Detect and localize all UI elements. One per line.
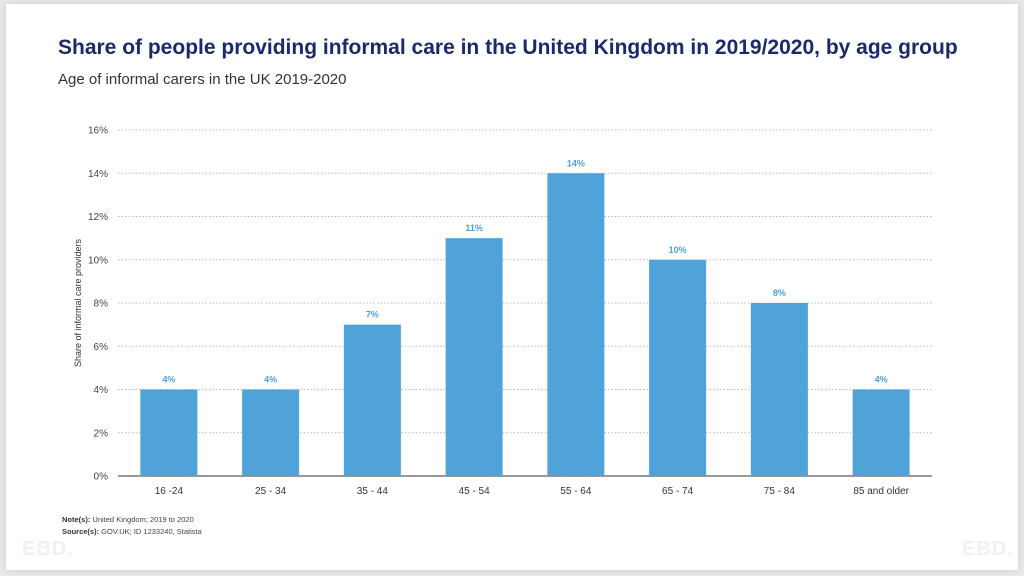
bar [343, 324, 401, 476]
x-tick-label: 25 - 34 [255, 486, 287, 497]
y-tick-label: 2% [94, 428, 109, 439]
source-label: Source(s): [62, 527, 100, 536]
y-tick-label: 16% [88, 126, 108, 137]
bar [750, 303, 808, 476]
chart-subtitle: Age of informal carers in the UK 2019-20… [58, 71, 347, 88]
y-tick-label: 0% [94, 472, 109, 483]
data-label: 7% [366, 310, 379, 320]
x-tick-label: 75 - 84 [764, 486, 796, 497]
chart-notes: Note(s): United Kingdom; 2019 to 2020 So… [62, 514, 202, 538]
source-line: Source(s): GOV.UK; ID 1233240, Statista [62, 526, 202, 538]
bar [649, 259, 707, 476]
y-tick-label: 4% [94, 385, 109, 396]
x-tick-label: 16 -24 [155, 486, 184, 497]
y-tick-label: 6% [94, 342, 109, 353]
note-line: Note(s): United Kingdom; 2019 to 2020 [62, 514, 202, 526]
bar [445, 238, 503, 476]
bar [547, 173, 605, 476]
data-label: 4% [875, 375, 888, 385]
x-tick-label: 85 and older [853, 486, 909, 497]
data-label: 10% [669, 245, 687, 255]
data-label: 8% [773, 288, 786, 298]
bar [852, 389, 910, 476]
bar [242, 389, 300, 476]
y-tick-label: 10% [88, 255, 108, 266]
data-label: 4% [162, 375, 175, 385]
y-axis-label: Share of informal care providers [73, 238, 83, 367]
y-tick-label: 14% [88, 169, 108, 180]
bar [140, 389, 198, 476]
x-tick-label: 45 - 54 [459, 486, 491, 497]
x-tick-label: 65 - 74 [662, 486, 694, 497]
logo-left: EBD. [22, 538, 74, 560]
note-label: Note(s): [62, 515, 91, 524]
x-tick-label: 35 - 44 [357, 486, 389, 497]
source-text: GOV.UK; ID 1233240, Statista [99, 527, 202, 536]
data-label: 14% [567, 158, 585, 168]
note-text: United Kingdom; 2019 to 2020 [90, 515, 194, 524]
data-label: 4% [264, 375, 277, 385]
y-tick-label: 12% [88, 212, 108, 223]
x-tick-label: 55 - 64 [560, 486, 592, 497]
y-tick-label: 8% [94, 299, 109, 310]
logo-right: EBD. [962, 538, 1014, 560]
data-label: 11% [465, 223, 483, 233]
chart-title: Share of people providing informal care … [58, 36, 958, 59]
